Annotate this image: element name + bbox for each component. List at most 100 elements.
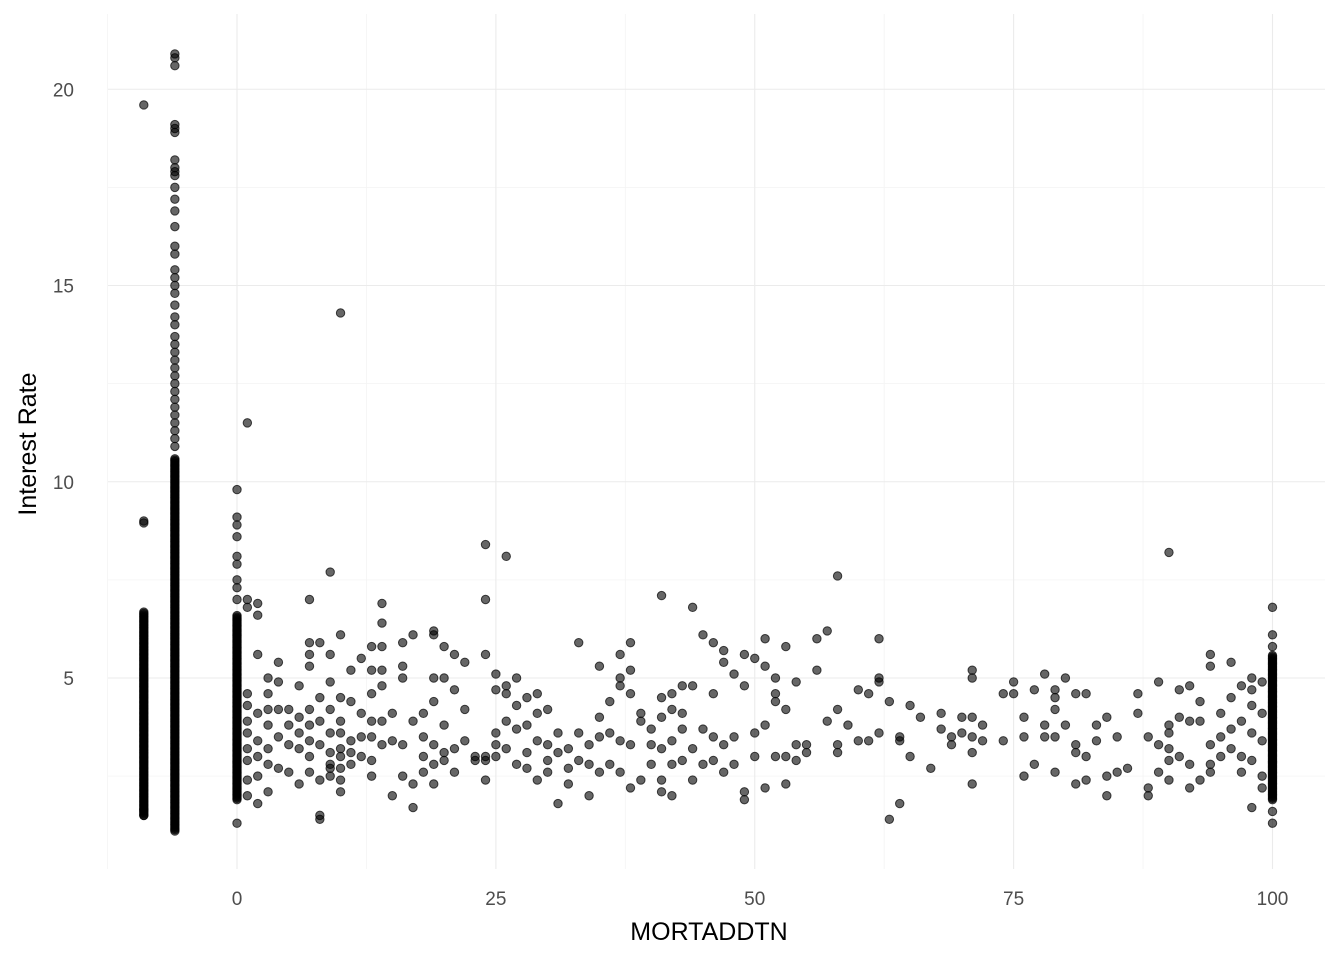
y-tick-label: 5 — [63, 669, 74, 690]
data-point — [170, 386, 180, 397]
data-point — [1226, 657, 1236, 667]
data-point — [967, 732, 977, 742]
data-point — [532, 689, 542, 699]
data-point — [335, 763, 346, 773]
data-point — [315, 775, 325, 785]
data-point — [874, 677, 884, 687]
data-point — [449, 743, 460, 754]
data-point — [708, 637, 719, 648]
data-point — [1216, 732, 1226, 742]
data-point — [429, 779, 439, 789]
data-point — [253, 649, 263, 660]
data-point — [636, 708, 646, 719]
y-tick-label: 20 — [53, 80, 74, 101]
data-point — [1019, 771, 1029, 781]
data-point — [491, 685, 501, 695]
data-point — [1267, 806, 1278, 817]
data-point — [232, 610, 242, 621]
data-point — [1112, 767, 1122, 777]
data-point — [936, 708, 946, 719]
data-point — [553, 798, 563, 809]
data-point — [667, 704, 677, 715]
data-point — [812, 634, 822, 644]
data-point — [408, 779, 418, 789]
data-point — [304, 767, 315, 777]
data-point — [698, 759, 708, 770]
data-point — [760, 661, 770, 671]
data-point — [460, 657, 470, 667]
data-point — [273, 763, 284, 773]
data-point — [750, 751, 760, 762]
data-point — [346, 696, 356, 707]
data-point — [263, 704, 273, 715]
x-tick-label: 25 — [485, 889, 506, 910]
data-point — [480, 755, 491, 766]
data-point — [946, 732, 957, 742]
data-point — [729, 669, 739, 679]
data-point — [356, 708, 366, 719]
data-point — [998, 736, 1008, 746]
data-point — [1247, 802, 1257, 813]
data-point — [1174, 685, 1185, 695]
data-point — [1216, 708, 1226, 719]
data-point — [1164, 743, 1174, 754]
data-point — [1236, 751, 1247, 762]
data-point — [998, 689, 1008, 699]
data-point — [170, 265, 180, 275]
data-point — [977, 736, 988, 746]
data-point — [491, 751, 501, 762]
data-point — [335, 692, 346, 703]
data-point — [574, 637, 584, 648]
data-point — [346, 747, 356, 758]
data-point — [346, 736, 356, 746]
data-point — [253, 598, 263, 609]
data-point — [1184, 716, 1195, 726]
data-point — [967, 747, 977, 758]
data-point — [1102, 771, 1112, 781]
data-point — [232, 583, 242, 593]
data-point — [1164, 720, 1174, 730]
data-point — [1164, 755, 1174, 766]
data-point — [1039, 732, 1050, 742]
data-point — [1205, 661, 1216, 671]
data-point — [1257, 677, 1267, 687]
data-point — [511, 700, 522, 711]
data-point — [253, 798, 263, 809]
data-point — [273, 732, 284, 742]
data-point — [594, 767, 605, 777]
data-point — [522, 720, 532, 730]
data-point — [1029, 685, 1040, 695]
data-point — [1216, 751, 1226, 762]
data-point — [170, 410, 180, 420]
data-point — [553, 747, 563, 758]
data-point — [967, 673, 977, 683]
data-point — [1236, 767, 1247, 777]
data-point — [605, 759, 615, 770]
data-point — [170, 170, 180, 181]
data-point — [1236, 716, 1247, 726]
data-point — [170, 272, 180, 283]
data-point — [1050, 732, 1060, 742]
data-point — [366, 641, 377, 652]
data-point — [801, 747, 812, 758]
data-point — [170, 320, 180, 330]
data-point — [232, 520, 242, 530]
data-point — [1008, 689, 1019, 699]
data-point — [1008, 677, 1019, 687]
data-point — [1153, 677, 1164, 687]
data-point — [366, 665, 377, 675]
data-point — [346, 759, 356, 770]
data-point — [1164, 728, 1174, 738]
data-point — [170, 60, 180, 71]
data-point — [460, 736, 470, 746]
data-point — [1039, 669, 1050, 679]
data-point — [1205, 740, 1216, 750]
data-point — [263, 720, 273, 730]
data-point — [242, 755, 253, 766]
data-point — [418, 708, 429, 719]
data-point — [335, 308, 346, 318]
data-point — [594, 661, 605, 671]
data-point — [491, 669, 501, 679]
data-point — [615, 681, 625, 691]
data-point — [729, 759, 739, 770]
